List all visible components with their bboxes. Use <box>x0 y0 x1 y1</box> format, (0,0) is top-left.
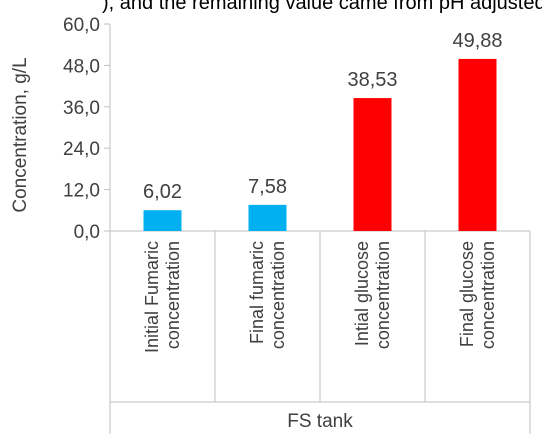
category-label: concentration <box>478 241 498 349</box>
y-axis-title: Concentration, g/L <box>10 57 31 212</box>
data-label: 7,58 <box>248 176 287 198</box>
bar <box>353 98 392 231</box>
data-labels: 6,02 7,58 38,53 49,88 <box>143 30 503 203</box>
data-label: 49,88 <box>452 30 502 52</box>
x-axis <box>109 230 531 434</box>
category-labels: Initial Fumaric concentration Final fumari… <box>142 241 498 353</box>
category-label: concentration <box>163 241 183 349</box>
category-label: Final fumaric <box>247 241 267 344</box>
group-label: FS tank <box>287 411 353 432</box>
y-tick-label: 36,0 <box>63 98 100 119</box>
y-tick-label: 48,0 <box>63 56 100 77</box>
data-label: 6,02 <box>143 181 182 203</box>
bar <box>248 204 287 231</box>
category-label: Intial glucose <box>352 241 372 346</box>
caption-text: ), and the remaining value came from pH … <box>102 0 542 14</box>
category-label: Final glucose <box>457 241 477 347</box>
data-label: 38,53 <box>347 69 397 91</box>
category-label: concentration <box>373 241 393 349</box>
category-label: Initial Fumaric <box>142 241 162 353</box>
bar <box>143 210 182 231</box>
y-axis: 0,0 12,0 24,0 36,0 48,0 60,0 <box>63 15 111 243</box>
y-tick-label: 0,0 <box>74 222 100 243</box>
bar <box>458 58 497 231</box>
y-tick-label: 24,0 <box>63 139 100 160</box>
category-label: concentration <box>268 241 288 349</box>
y-tick-label: 60,0 <box>63 15 100 36</box>
bars <box>143 58 497 231</box>
y-tick-label: 12,0 <box>63 181 100 202</box>
